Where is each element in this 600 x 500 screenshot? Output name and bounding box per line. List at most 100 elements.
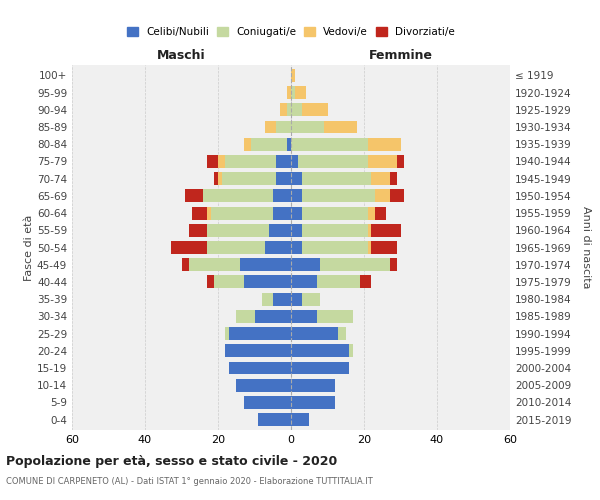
Bar bbox=[291, 396, 335, 409]
Bar bbox=[214, 172, 218, 185]
Bar bbox=[189, 224, 207, 236]
Bar bbox=[317, 310, 353, 323]
Bar bbox=[368, 206, 375, 220]
Bar bbox=[291, 292, 302, 306]
Bar bbox=[371, 224, 401, 236]
Bar bbox=[251, 138, 287, 150]
Legend: Celibi/Nubili, Coniugati/e, Vedovi/e, Divorziati/e: Celibi/Nubili, Coniugati/e, Vedovi/e, Di… bbox=[123, 23, 459, 41]
Bar bbox=[221, 172, 277, 185]
Bar bbox=[389, 258, 397, 271]
Bar bbox=[295, 86, 305, 99]
Bar bbox=[291, 190, 302, 202]
Bar bbox=[218, 172, 221, 185]
Bar bbox=[244, 276, 291, 288]
Bar bbox=[298, 155, 368, 168]
Bar bbox=[273, 206, 291, 220]
Bar bbox=[302, 224, 368, 236]
Bar bbox=[317, 276, 361, 288]
Bar bbox=[291, 206, 302, 220]
Y-axis label: Fasce di età: Fasce di età bbox=[24, 214, 34, 280]
Bar bbox=[277, 155, 291, 168]
Bar bbox=[189, 258, 240, 271]
Bar bbox=[203, 190, 273, 202]
Bar bbox=[302, 172, 371, 185]
Bar bbox=[273, 190, 291, 202]
Bar bbox=[291, 224, 302, 236]
Text: COMUNE DI CARPENETO (AL) - Dati ISTAT 1° gennaio 2020 - Elaborazione TUTTITALIA.: COMUNE DI CARPENETO (AL) - Dati ISTAT 1°… bbox=[6, 478, 373, 486]
Bar bbox=[254, 310, 291, 323]
Bar bbox=[287, 104, 291, 116]
Bar bbox=[229, 327, 291, 340]
Bar bbox=[244, 396, 291, 409]
Bar bbox=[291, 104, 302, 116]
Bar bbox=[226, 344, 291, 358]
Bar bbox=[287, 138, 291, 150]
Bar bbox=[368, 241, 371, 254]
Bar bbox=[291, 258, 320, 271]
Bar bbox=[258, 413, 291, 426]
Bar bbox=[226, 155, 277, 168]
Bar bbox=[291, 69, 295, 82]
Bar bbox=[389, 190, 404, 202]
Bar bbox=[207, 206, 211, 220]
Bar bbox=[320, 258, 389, 271]
Bar bbox=[361, 276, 371, 288]
Bar bbox=[291, 86, 295, 99]
Bar bbox=[273, 292, 291, 306]
Bar bbox=[193, 206, 207, 220]
Bar bbox=[371, 241, 397, 254]
Bar bbox=[265, 120, 277, 134]
Y-axis label: Anni di nascita: Anni di nascita bbox=[581, 206, 591, 289]
Bar bbox=[291, 120, 324, 134]
Bar bbox=[338, 327, 346, 340]
Bar bbox=[375, 190, 389, 202]
Bar bbox=[291, 241, 302, 254]
Bar bbox=[214, 276, 244, 288]
Bar bbox=[368, 138, 401, 150]
Bar bbox=[244, 138, 251, 150]
Bar bbox=[291, 413, 309, 426]
Bar bbox=[236, 379, 291, 392]
Bar bbox=[226, 327, 229, 340]
Bar bbox=[207, 241, 265, 254]
Bar bbox=[277, 120, 291, 134]
Text: Maschi: Maschi bbox=[157, 48, 206, 62]
Bar bbox=[302, 206, 368, 220]
Bar bbox=[368, 224, 371, 236]
Bar bbox=[291, 138, 368, 150]
Bar bbox=[302, 241, 368, 254]
Bar bbox=[170, 241, 207, 254]
Bar bbox=[229, 362, 291, 374]
Bar bbox=[185, 190, 203, 202]
Bar bbox=[269, 224, 291, 236]
Bar bbox=[371, 172, 389, 185]
Bar bbox=[397, 155, 404, 168]
Bar bbox=[291, 276, 317, 288]
Bar bbox=[207, 276, 214, 288]
Text: Popolazione per età, sesso e stato civile - 2020: Popolazione per età, sesso e stato civil… bbox=[6, 455, 337, 468]
Bar bbox=[265, 241, 291, 254]
Bar bbox=[389, 172, 397, 185]
Bar bbox=[262, 292, 273, 306]
Bar bbox=[291, 344, 349, 358]
Bar bbox=[302, 190, 375, 202]
Bar bbox=[236, 310, 254, 323]
Bar bbox=[368, 155, 397, 168]
Bar bbox=[182, 258, 189, 271]
Bar bbox=[280, 104, 287, 116]
Bar bbox=[375, 206, 386, 220]
Bar bbox=[207, 155, 218, 168]
Bar bbox=[291, 155, 298, 168]
Bar bbox=[291, 172, 302, 185]
Bar bbox=[291, 362, 349, 374]
Bar bbox=[291, 379, 335, 392]
Bar bbox=[302, 104, 328, 116]
Bar bbox=[291, 310, 317, 323]
Bar bbox=[211, 206, 273, 220]
Bar bbox=[277, 172, 291, 185]
Bar bbox=[302, 292, 320, 306]
Bar bbox=[291, 327, 338, 340]
Bar bbox=[349, 344, 353, 358]
Bar bbox=[324, 120, 357, 134]
Bar bbox=[240, 258, 291, 271]
